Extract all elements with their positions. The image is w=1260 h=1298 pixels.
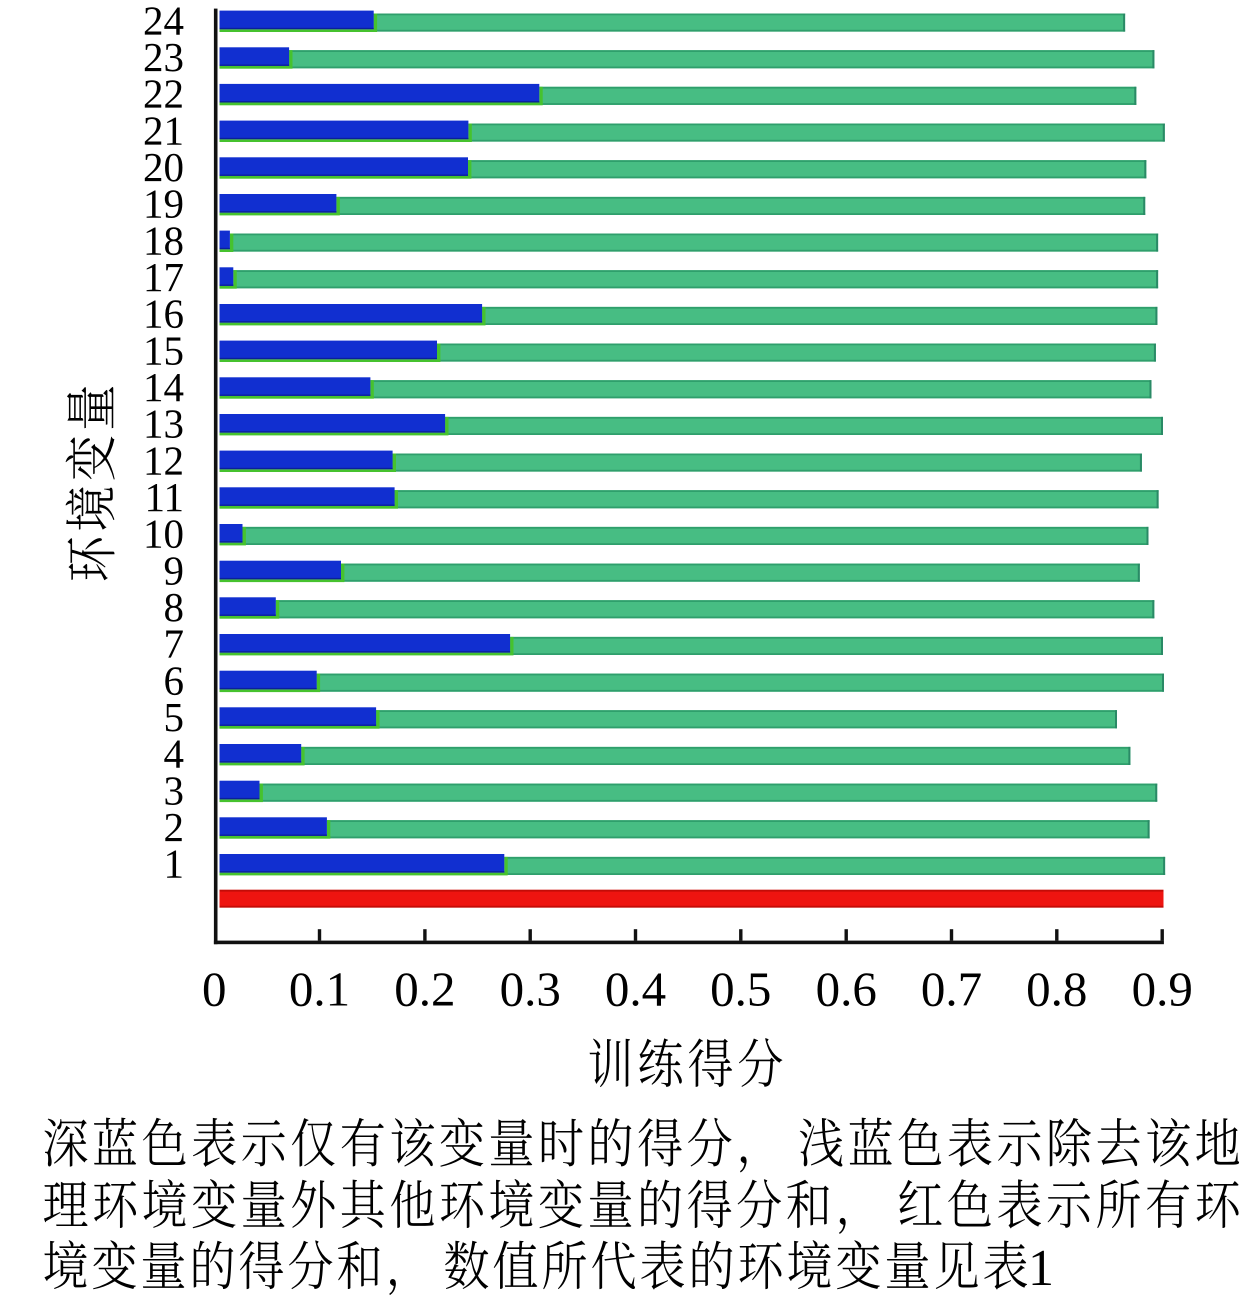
svg-text:24: 24 bbox=[143, 0, 184, 43]
svg-text:13: 13 bbox=[143, 401, 184, 447]
svg-text:2: 2 bbox=[164, 804, 185, 850]
svg-text:0.9: 0.9 bbox=[1132, 962, 1193, 1017]
svg-text:20: 20 bbox=[143, 144, 184, 190]
svg-text:0.7: 0.7 bbox=[921, 962, 982, 1017]
svg-text:0.8: 0.8 bbox=[1026, 962, 1087, 1017]
svg-text:14: 14 bbox=[143, 364, 184, 410]
svg-text:6: 6 bbox=[164, 657, 185, 703]
svg-text:11: 11 bbox=[145, 474, 184, 520]
svg-text:0.3: 0.3 bbox=[500, 962, 561, 1017]
svg-text:1: 1 bbox=[164, 841, 185, 887]
svg-text:0.5: 0.5 bbox=[710, 962, 771, 1017]
svg-text:0.2: 0.2 bbox=[394, 962, 455, 1017]
svg-text:0.1: 0.1 bbox=[289, 962, 350, 1017]
svg-text:10: 10 bbox=[143, 511, 184, 557]
svg-text:7: 7 bbox=[164, 621, 185, 667]
svg-text:17: 17 bbox=[143, 254, 184, 300]
svg-text:23: 23 bbox=[143, 34, 184, 80]
svg-text:8: 8 bbox=[164, 584, 185, 630]
svg-text:16: 16 bbox=[143, 291, 184, 337]
svg-text:22: 22 bbox=[143, 71, 184, 117]
svg-text:5: 5 bbox=[164, 694, 185, 740]
svg-text:9: 9 bbox=[164, 547, 185, 593]
svg-text:0: 0 bbox=[202, 962, 227, 1017]
svg-text:18: 18 bbox=[143, 217, 184, 263]
svg-text:1: 1 bbox=[1028, 1240, 1054, 1297]
svg-text:19: 19 bbox=[143, 181, 184, 227]
svg-text:12: 12 bbox=[143, 437, 184, 483]
svg-text:21: 21 bbox=[143, 107, 184, 153]
svg-text:0.6: 0.6 bbox=[816, 962, 877, 1017]
svg-text:0.4: 0.4 bbox=[605, 962, 666, 1017]
svg-text:15: 15 bbox=[143, 327, 184, 373]
svg-text:3: 3 bbox=[164, 767, 185, 813]
svg-text:4: 4 bbox=[164, 731, 185, 777]
